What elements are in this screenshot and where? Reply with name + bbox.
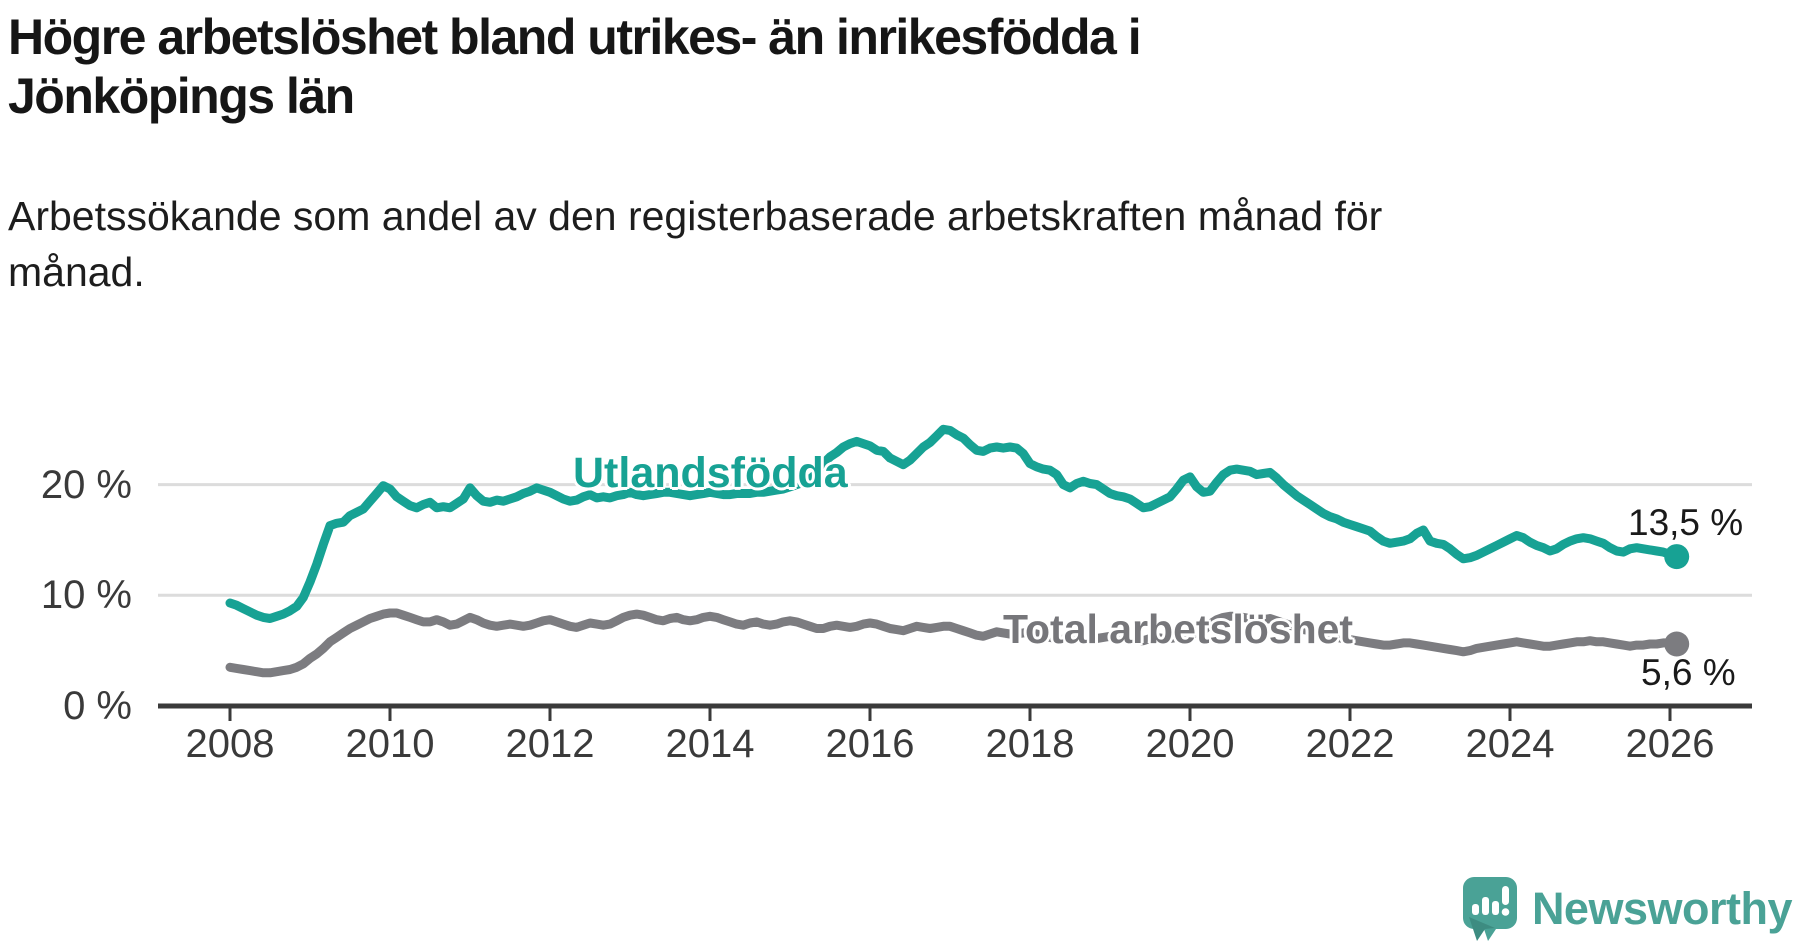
- series-label-utlandsfodda: Utlandsfödda: [573, 449, 848, 497]
- chart-subtitle: Arbetssökande som andel av den registerb…: [8, 193, 1383, 296]
- series-line-0: [225, 424, 1682, 623]
- series-end-dot-1: [1664, 631, 1690, 657]
- x-tick-label-2014: 2014: [665, 722, 755, 766]
- series-line-1: [225, 608, 1682, 678]
- x-tick-label-2020: 2020: [1145, 722, 1235, 766]
- x-tick-label-2016: 2016: [825, 722, 915, 766]
- x-tick-label-2026: 2026: [1625, 722, 1715, 766]
- end-value-label-total: 5,6 %: [1641, 652, 1736, 693]
- x-tick-label-2012: 2012: [505, 722, 595, 766]
- page-title: Högre arbetslöshet bland utrikes- än inr…: [8, 9, 1142, 124]
- newsworthy-logo-text: Newsworthy: [1531, 883, 1793, 934]
- newsworthy-logo: Newsworthy: [1462, 876, 1793, 942]
- y-tick-label-0: 0 %: [63, 684, 132, 728]
- y-tick-label-20: 20 %: [40, 462, 132, 507]
- x-tick-label-2018: 2018: [985, 722, 1075, 766]
- x-tick-label-2010: 2010: [345, 722, 435, 766]
- series-end-dot-0: [1664, 544, 1690, 570]
- newsworthy-speech-bubble-chart-icon: [1462, 877, 1517, 941]
- x-tick-label-2008: 2008: [185, 722, 275, 766]
- end-value-label-utlandsfodda: 13,5 %: [1628, 502, 1744, 543]
- x-tick-label-2024: 2024: [1465, 722, 1555, 766]
- y-tick-label-10: 10 %: [40, 573, 132, 618]
- series-label-total-arbetsloshet: Total arbetslöshet: [1003, 606, 1354, 652]
- x-tick-label-2022: 2022: [1305, 722, 1395, 766]
